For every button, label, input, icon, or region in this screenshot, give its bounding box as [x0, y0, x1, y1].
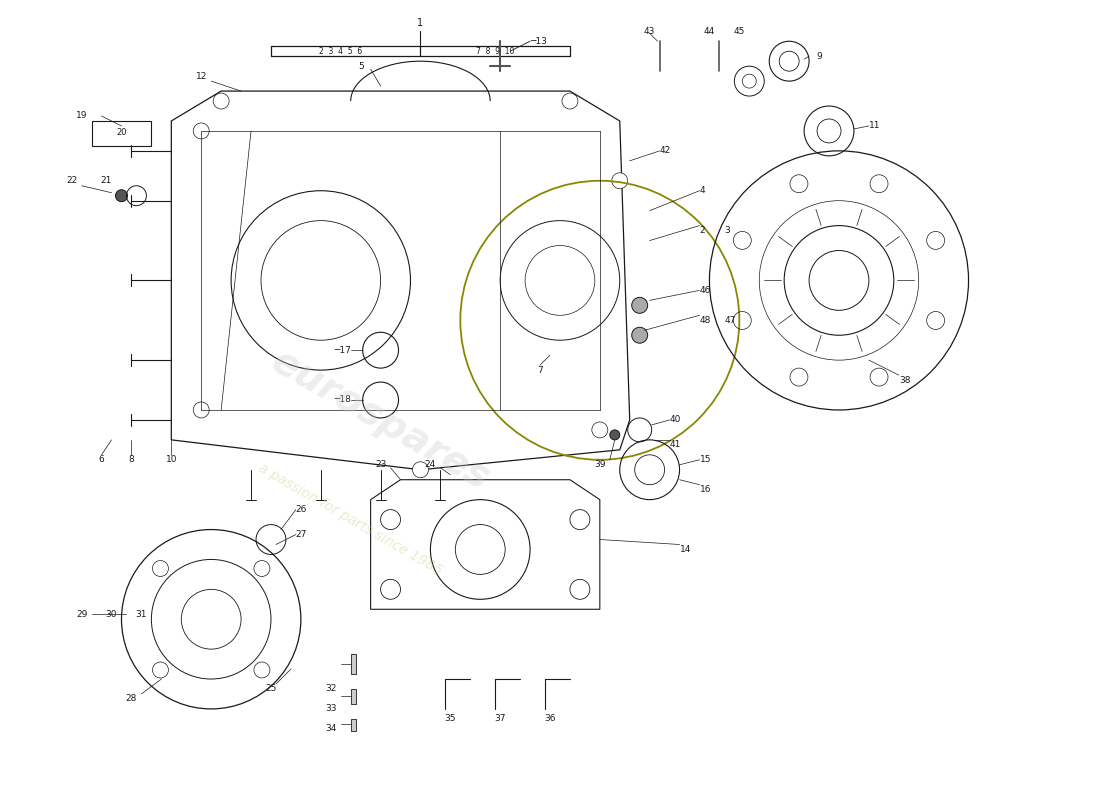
Circle shape	[562, 93, 578, 109]
Text: 15: 15	[700, 455, 711, 464]
Text: 46: 46	[700, 286, 711, 295]
Text: 47: 47	[725, 316, 736, 325]
Text: 11: 11	[869, 122, 880, 130]
Text: 39: 39	[594, 460, 606, 470]
Circle shape	[194, 402, 209, 418]
Text: 5: 5	[358, 62, 363, 70]
Text: 34: 34	[326, 724, 337, 734]
Text: 20: 20	[117, 129, 126, 138]
Text: 4: 4	[700, 186, 705, 195]
Text: ─18: ─18	[333, 395, 351, 405]
Text: 7: 7	[537, 366, 543, 374]
Text: 38: 38	[899, 375, 911, 385]
Text: 7  8  9  10: 7 8 9 10	[476, 46, 515, 56]
Text: 14: 14	[680, 545, 691, 554]
Text: 29: 29	[76, 610, 87, 618]
Text: 8: 8	[129, 455, 134, 464]
Circle shape	[194, 123, 209, 139]
Text: 26: 26	[295, 505, 307, 514]
Circle shape	[612, 173, 628, 189]
Text: 30: 30	[106, 610, 118, 618]
Text: 6: 6	[99, 455, 104, 464]
Bar	[351, 719, 355, 731]
Circle shape	[412, 462, 428, 478]
Text: 19: 19	[76, 111, 87, 121]
Circle shape	[116, 190, 128, 202]
Text: 44: 44	[704, 26, 715, 36]
Text: 21: 21	[101, 176, 112, 186]
Circle shape	[609, 430, 619, 440]
Text: eurospares: eurospares	[265, 342, 496, 498]
Text: 2  3  4  5  6: 2 3 4 5 6	[319, 46, 362, 56]
Text: 9: 9	[816, 52, 822, 61]
Text: 23: 23	[375, 460, 386, 470]
Circle shape	[592, 422, 608, 438]
Text: 27: 27	[295, 530, 307, 539]
Text: 3: 3	[725, 226, 730, 235]
Bar	[91, 121, 152, 146]
Text: 25: 25	[265, 685, 277, 694]
Text: a passion for parts since 1985: a passion for parts since 1985	[256, 461, 446, 578]
Circle shape	[631, 327, 648, 343]
Text: 10: 10	[166, 455, 177, 464]
Text: 24: 24	[425, 460, 436, 470]
Text: 45: 45	[734, 26, 745, 36]
Text: 35: 35	[444, 714, 456, 723]
Text: ─13: ─13	[530, 37, 547, 46]
Text: 1: 1	[417, 18, 424, 28]
Text: 31: 31	[135, 610, 147, 618]
Text: 40: 40	[670, 415, 681, 425]
Text: 43: 43	[644, 26, 656, 36]
Text: ─17: ─17	[333, 346, 351, 354]
Text: 37: 37	[494, 714, 506, 723]
Text: 42: 42	[660, 146, 671, 155]
Bar	[351, 689, 355, 704]
Text: 32: 32	[326, 685, 337, 694]
Text: 2: 2	[700, 226, 705, 235]
Text: 16: 16	[700, 485, 711, 494]
Text: 33: 33	[324, 705, 337, 714]
Text: 36: 36	[544, 714, 556, 723]
Text: 28: 28	[125, 694, 138, 703]
Text: 41: 41	[670, 440, 681, 450]
Circle shape	[631, 298, 648, 314]
Text: 48: 48	[700, 316, 711, 325]
Text: 12: 12	[196, 72, 207, 81]
Bar	[351, 654, 355, 674]
Circle shape	[213, 93, 229, 109]
Text: 22: 22	[66, 176, 77, 186]
